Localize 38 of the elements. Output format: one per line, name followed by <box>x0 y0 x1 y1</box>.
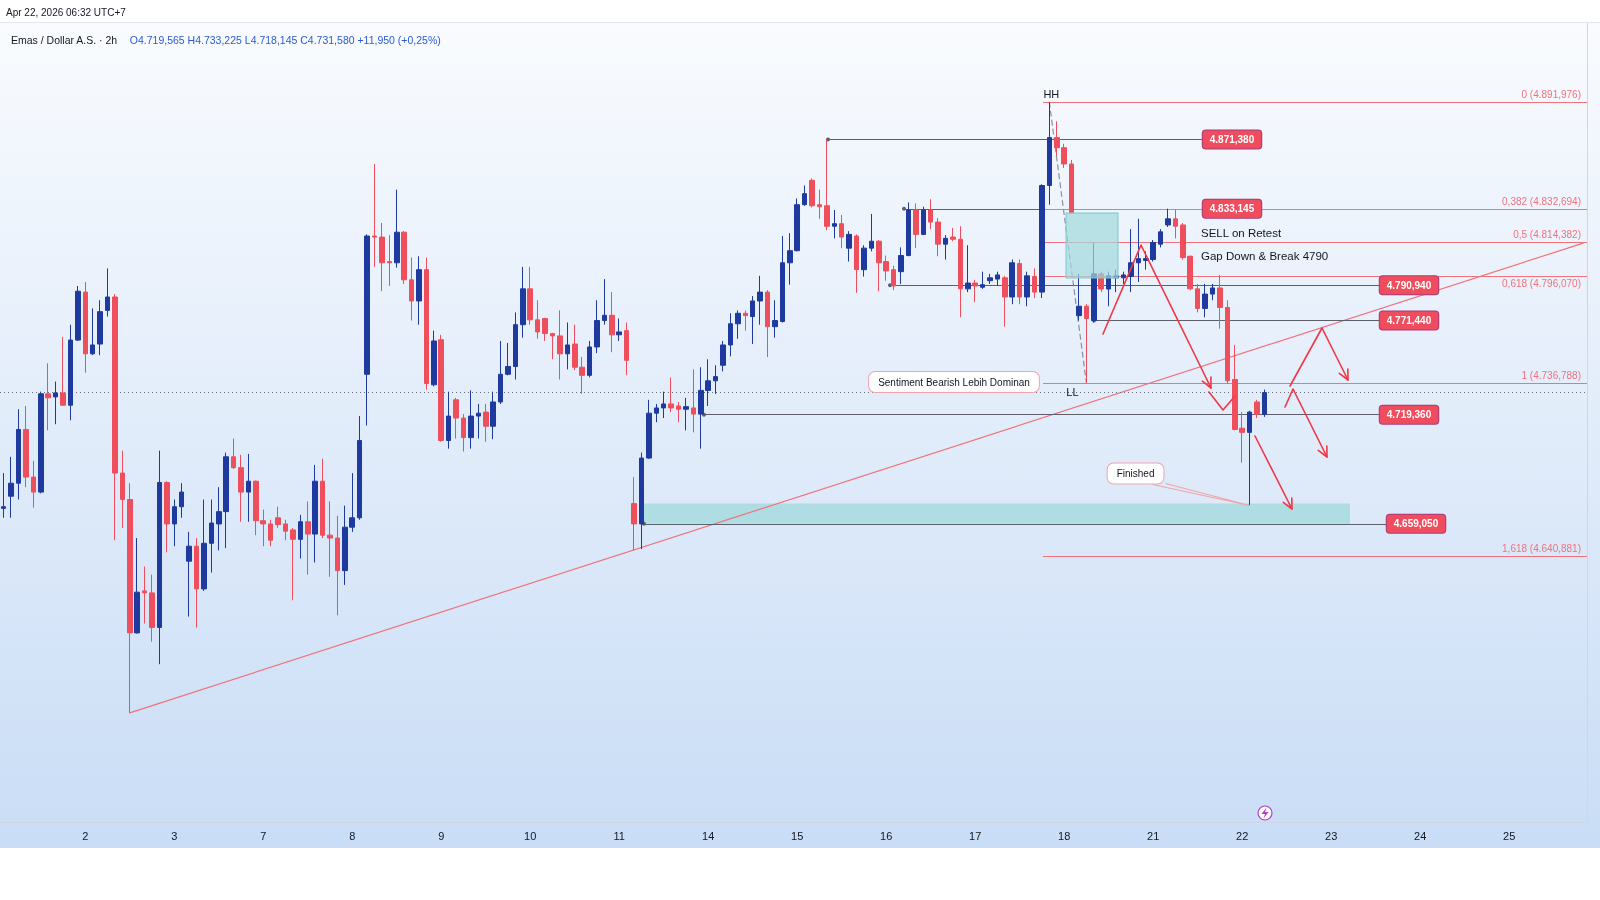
x-tick-label: 21 <box>1147 829 1160 842</box>
x-tick-label: 7 <box>260 829 267 842</box>
ref-line-label: 4.771,440 <box>1386 314 1432 326</box>
x-tick-label: 3 <box>171 829 178 842</box>
x-tick-label: 16 <box>880 829 893 842</box>
annotation: Gap Down & Break 4790 <box>1201 250 1329 262</box>
x-tick-label: 15 <box>791 829 804 842</box>
annotation: SELL on Retest <box>1201 227 1282 239</box>
ref-line-label: 0,382 (4.832,694) <box>1502 196 1581 208</box>
ref-line-label: 4.871,380 <box>1209 134 1255 146</box>
x-tick-label: 14 <box>702 829 715 842</box>
x-tick-label: 18 <box>1058 829 1071 842</box>
annotation: Finished <box>1116 467 1155 479</box>
ref-line-label: 4.790,940 <box>1386 279 1432 291</box>
text: O4.719,565 H4.733,225 L4.718,145 C4.731,580 +11,950 (+0,25%) <box>129 33 441 46</box>
annotation: HH <box>1043 88 1060 101</box>
x-tick-label: 8 <box>349 829 356 842</box>
ref-line-label: 0,618 (4.796,070) <box>1502 278 1581 290</box>
ref-line-label: 4.659,050 <box>1393 518 1439 530</box>
x-tick-label: 22 <box>1236 829 1249 842</box>
ref-line-label: 4.719,360 <box>1386 409 1432 421</box>
annotation: Sentiment Bearish Lebih Dominan <box>878 376 1030 388</box>
ref-line-label: 1,618 (4.640,881) <box>1502 543 1581 555</box>
text: Emas / Dollar A.S. · 2h <box>11 33 118 46</box>
x-tick-label: 10 <box>524 829 537 842</box>
x-tick-label: 24 <box>1414 829 1427 842</box>
annotation: LL <box>1066 386 1079 399</box>
x-tick-label: 9 <box>438 829 445 842</box>
x-tick-label: 17 <box>969 829 982 842</box>
ref-line-label: 1 (4.736,788) <box>1521 369 1581 381</box>
text: Apr 22, 2026 06:32 UTC+7 <box>6 6 127 18</box>
x-tick-label: 2 <box>82 829 89 842</box>
ref-line-label: 0,5 (4.814,382) <box>1513 229 1581 241</box>
x-tick-label: 25 <box>1503 829 1516 842</box>
x-tick-label: 23 <box>1325 829 1338 842</box>
ref-line-label: 0 (4.891,976) <box>1521 88 1581 100</box>
ref-line-label: 4.833,145 <box>1209 203 1255 215</box>
x-tick-label: 11 <box>613 829 625 842</box>
